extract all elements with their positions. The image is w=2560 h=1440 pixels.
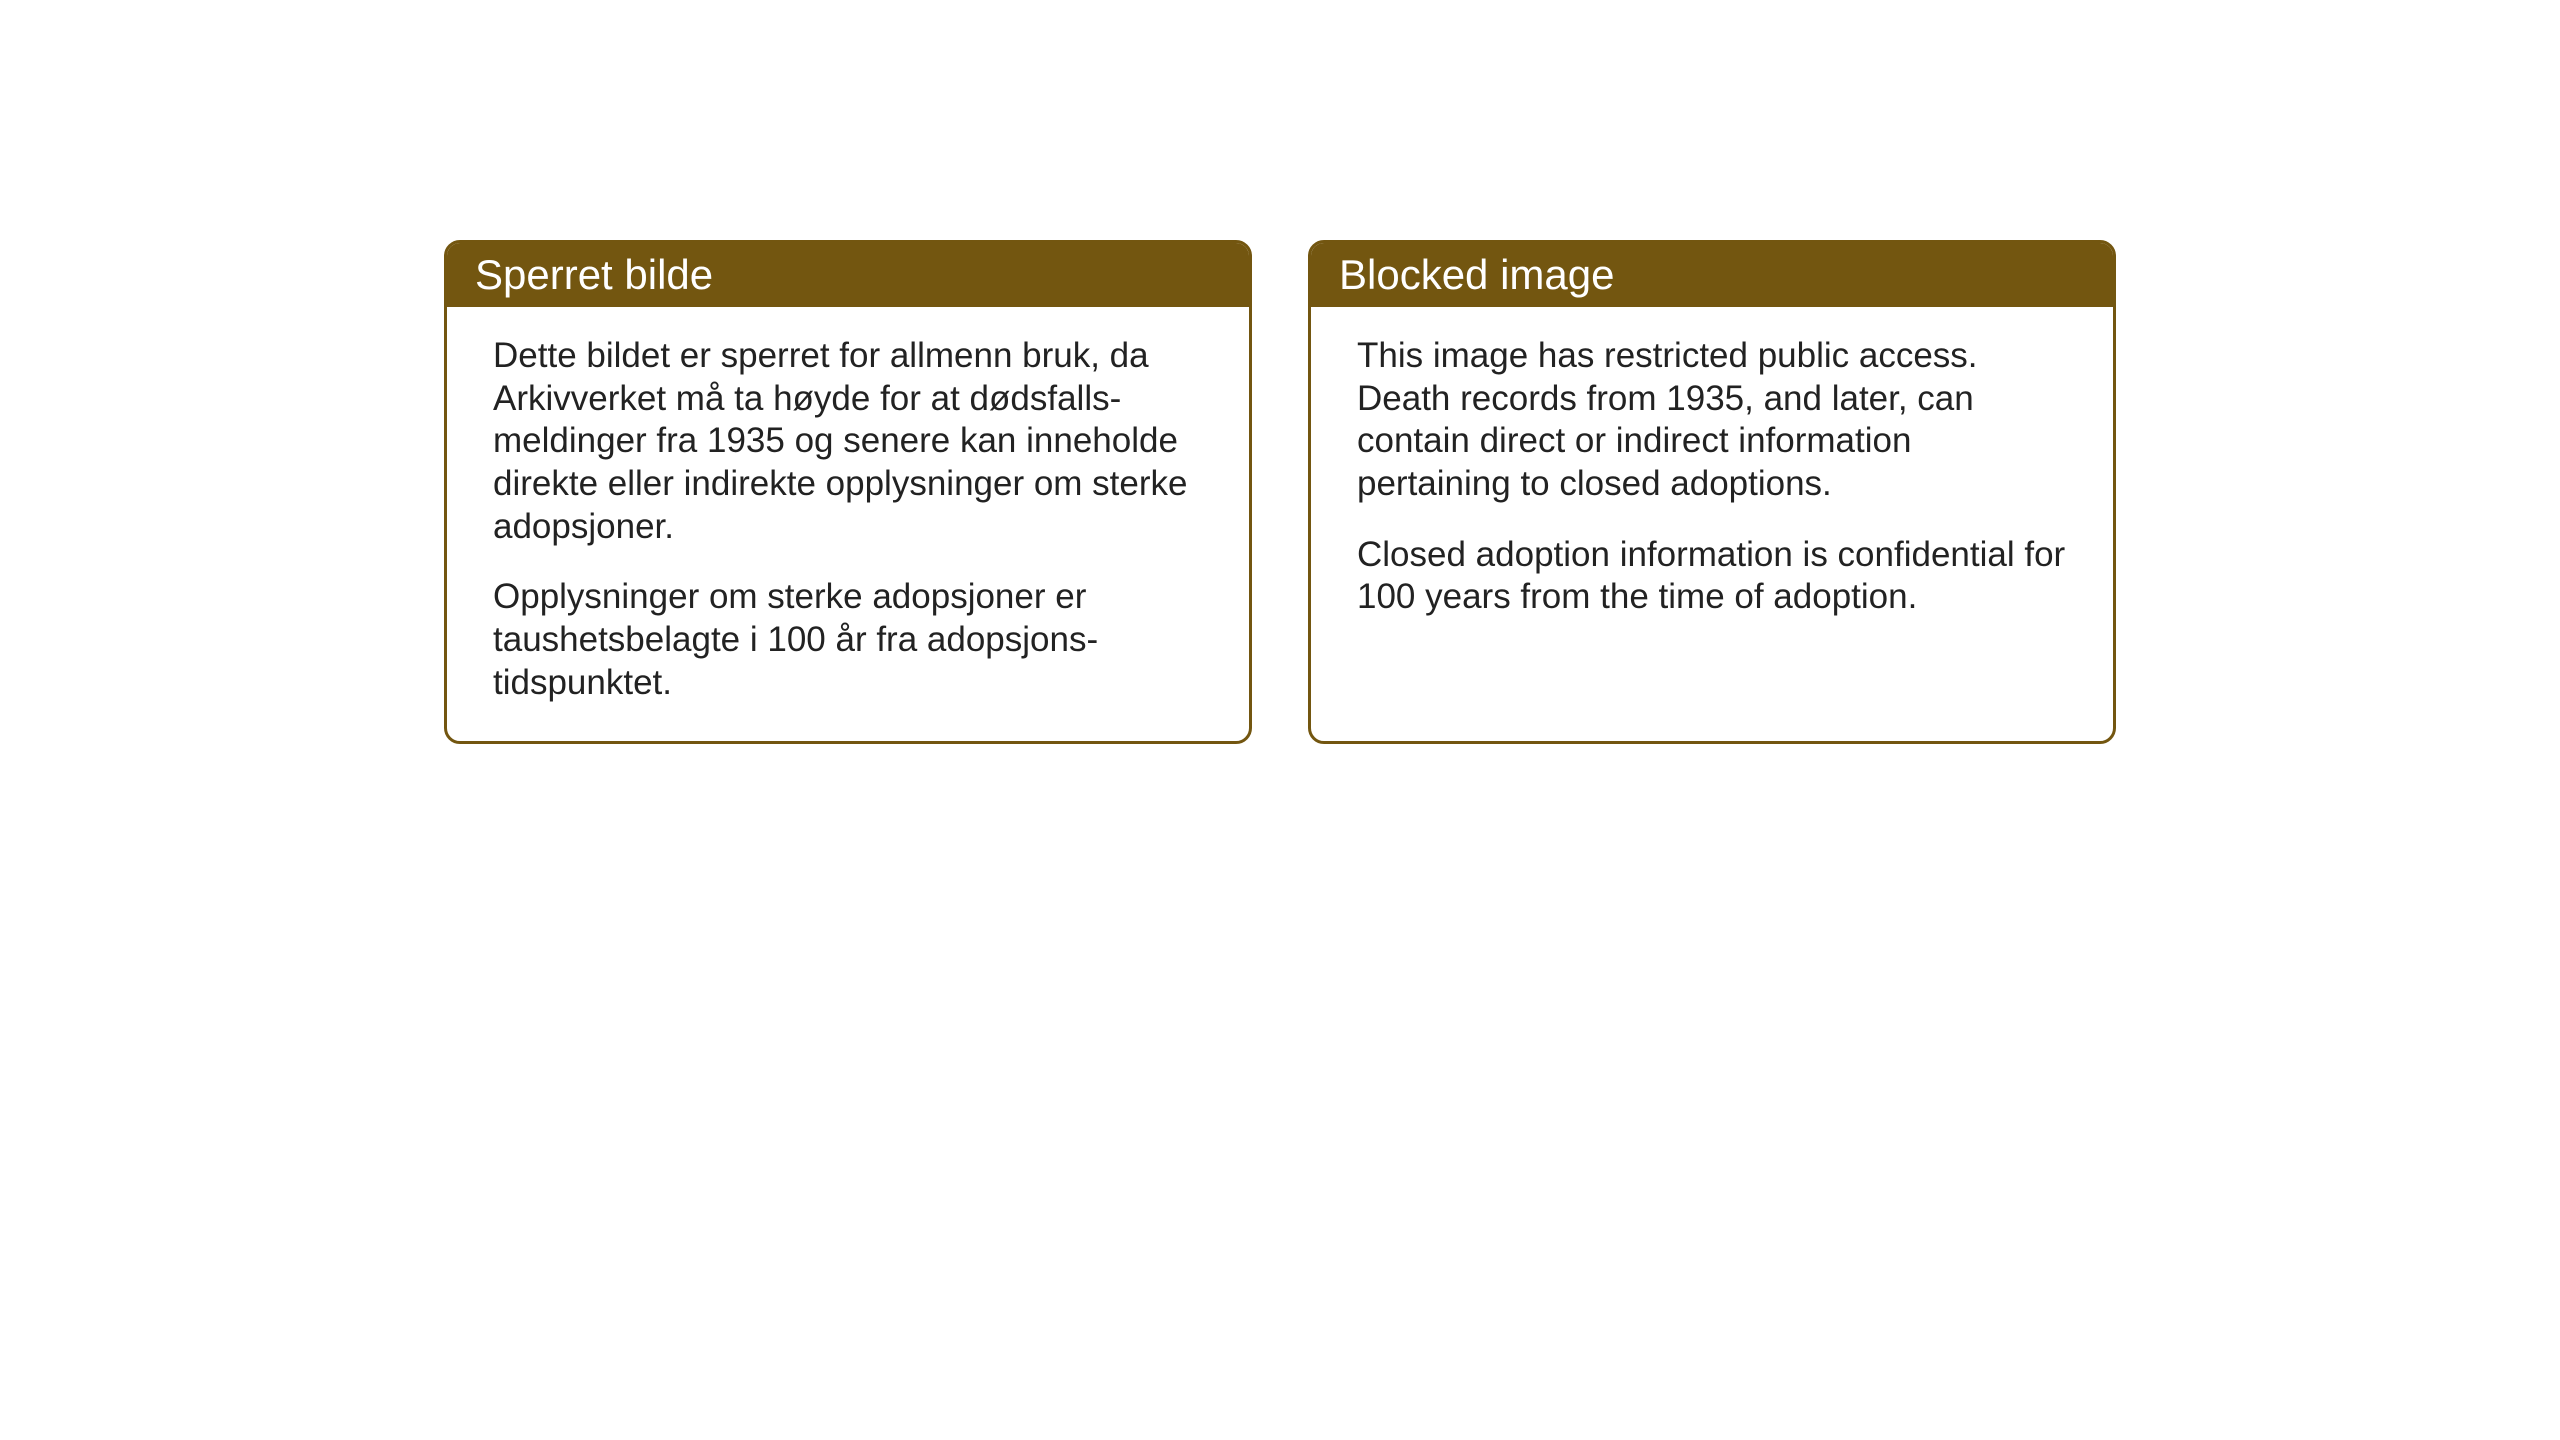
card-paragraph-english-1: This image has restricted public access.… xyxy=(1357,335,2067,506)
card-paragraph-norwegian-2: Opplysninger om sterke adopsjoner er tau… xyxy=(493,576,1203,704)
card-header-english: Blocked image xyxy=(1311,243,2113,307)
card-body-english: This image has restricted public access.… xyxy=(1311,307,2113,655)
card-paragraph-norwegian-1: Dette bildet er sperret for allmenn bruk… xyxy=(493,335,1203,548)
notice-card-norwegian: Sperret bilde Dette bildet er sperret fo… xyxy=(444,240,1252,744)
card-body-norwegian: Dette bildet er sperret for allmenn bruk… xyxy=(447,307,1249,741)
notice-container: Sperret bilde Dette bildet er sperret fo… xyxy=(444,240,2116,744)
card-title-english: Blocked image xyxy=(1339,251,1614,298)
notice-card-english: Blocked image This image has restricted … xyxy=(1308,240,2116,744)
card-title-norwegian: Sperret bilde xyxy=(475,251,713,298)
card-header-norwegian: Sperret bilde xyxy=(447,243,1249,307)
card-paragraph-english-2: Closed adoption information is confident… xyxy=(1357,534,2067,619)
